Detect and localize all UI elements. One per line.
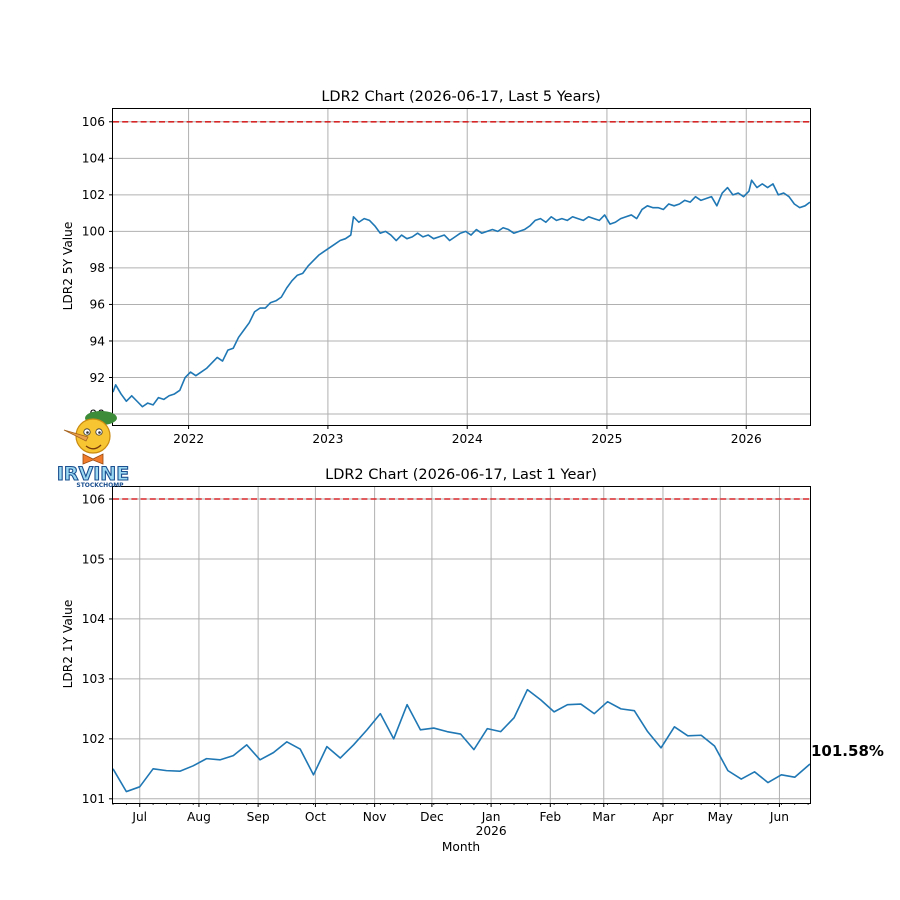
x-tick-label: Aug bbox=[187, 810, 211, 824]
series bbox=[112, 688, 811, 793]
y-axis-label: LDR2 1Y Value bbox=[61, 600, 75, 689]
y-tick-label: 101 bbox=[82, 792, 105, 806]
y-tick-label: 92 bbox=[89, 371, 105, 385]
x-tick-label: Nov bbox=[363, 810, 387, 824]
logo-text: IRVINE bbox=[57, 463, 129, 485]
x-year-label: 2026 bbox=[476, 824, 507, 838]
y-tick-label: 103 bbox=[82, 672, 105, 686]
x-tick-label: Mar bbox=[592, 810, 616, 824]
x-tick-label: Jun bbox=[769, 810, 789, 824]
logo-pupil-icon bbox=[86, 431, 89, 434]
logo-bowtie-icon bbox=[82, 453, 104, 465]
series bbox=[112, 179, 811, 408]
x-axis-label: Month bbox=[442, 840, 480, 854]
x-tick-label: 2023 bbox=[312, 432, 343, 446]
chart-5-year: LDR2 Chart (2026-06-17, Last 5 Years) LD… bbox=[61, 89, 811, 446]
x-tick-label: Dec bbox=[420, 810, 444, 824]
grid bbox=[113, 109, 810, 425]
logo-pupil-icon bbox=[98, 431, 101, 434]
grid bbox=[113, 487, 810, 803]
y-tick-label: 94 bbox=[89, 334, 105, 348]
x-tick-label: 2024 bbox=[452, 432, 483, 446]
y-axis-label: LDR2 5Y Value bbox=[61, 222, 75, 311]
chart-1-year: LDR2 Chart (2026-06-17, Last 1 Year) LDR… bbox=[61, 467, 884, 854]
x-tick-label: Apr bbox=[652, 810, 674, 824]
x-tick-label: Sep bbox=[247, 810, 270, 824]
y-tick-label: 96 bbox=[89, 298, 105, 312]
x-tick-label: Jul bbox=[131, 810, 147, 824]
x-tick-label: 2022 bbox=[173, 432, 204, 446]
logo-subtext: STOCKCHOMP bbox=[76, 482, 124, 489]
plot-frame bbox=[112, 486, 811, 804]
plot-frame bbox=[112, 108, 811, 426]
logo-smile-icon bbox=[85, 444, 102, 450]
ticks: 9092949698100102104106202220232024202520… bbox=[82, 115, 762, 446]
x-tick-label: 2025 bbox=[591, 432, 622, 446]
logo-nose-icon bbox=[63, 429, 89, 442]
chart-title: LDR2 Chart (2026-06-17, Last 5 Years) bbox=[321, 89, 600, 105]
x-tick-label: Jan bbox=[481, 810, 501, 824]
y-tick-label: 102 bbox=[82, 188, 105, 202]
series-line bbox=[112, 179, 811, 408]
y-tick-label: 106 bbox=[82, 115, 105, 129]
ticks: 101 102 103 104 105 106 Jul Aug Sep Oct Nov Dec Jan F… bbox=[82, 492, 809, 838]
y-tick-label: 104 bbox=[82, 612, 106, 626]
y-tick-label: 106 bbox=[82, 492, 105, 506]
x-tick-label: May bbox=[708, 810, 733, 824]
irvine-stockchomp-logo: IRVINE STOCKCHOMP bbox=[56, 411, 130, 489]
y-tick-label: 102 bbox=[82, 732, 105, 746]
x-tick-label: Feb bbox=[540, 810, 562, 824]
end-value-label: 101.58% bbox=[811, 742, 884, 760]
y-tick-label: 104 bbox=[82, 152, 106, 166]
series-line bbox=[112, 688, 811, 793]
x-tick-label: 2026 bbox=[731, 432, 762, 446]
y-tick-label: 100 bbox=[82, 225, 105, 239]
y-tick-label: 98 bbox=[89, 261, 105, 275]
x-tick-label: Oct bbox=[305, 810, 326, 824]
y-tick-label: 105 bbox=[82, 552, 105, 566]
chart-title: LDR2 Chart (2026-06-17, Last 1 Year) bbox=[325, 467, 597, 483]
